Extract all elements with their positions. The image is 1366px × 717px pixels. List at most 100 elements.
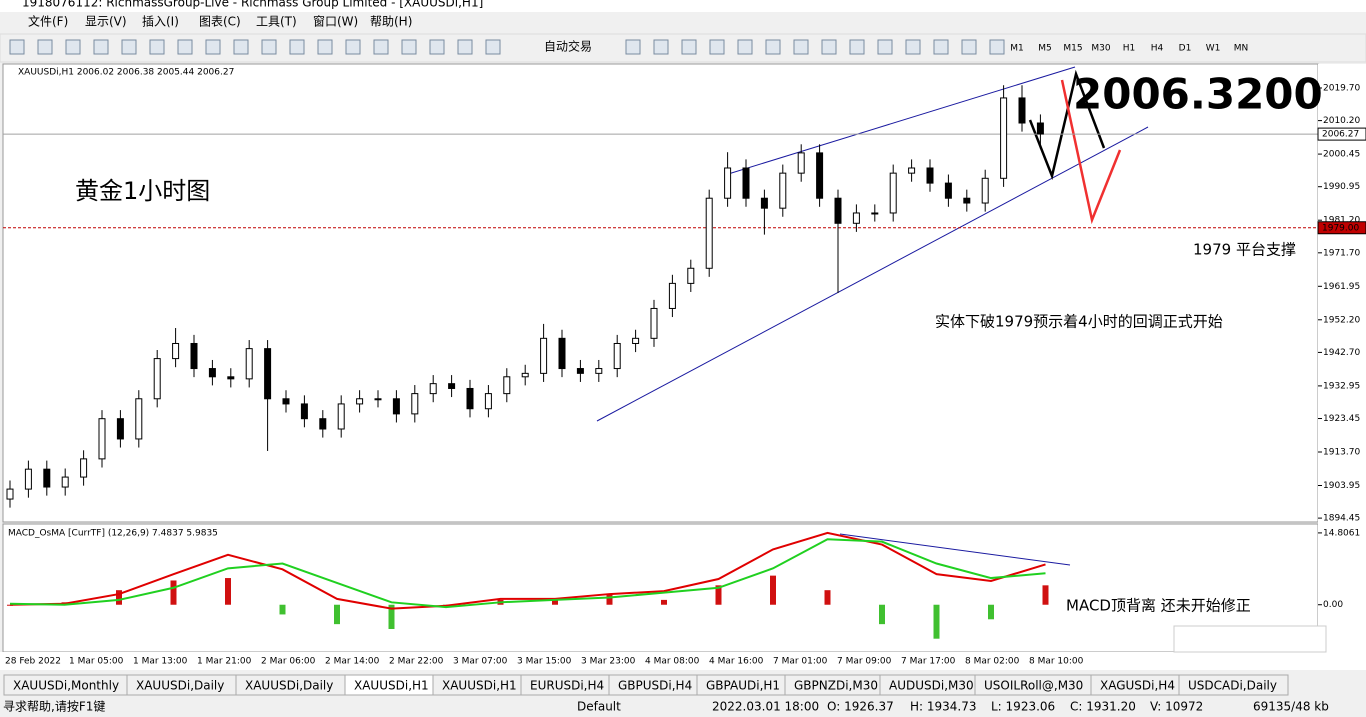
tool-icon[interactable] [737, 39, 753, 55]
tool-icon[interactable] [177, 39, 193, 55]
x-tick-label: 8 Mar 10:00 [1029, 657, 1084, 667]
chart-tab-label[interactable]: AUDUSDi,M30 [889, 679, 974, 693]
x-tick-label: 4 Mar 08:00 [645, 657, 700, 667]
tool-icon[interactable] [905, 39, 921, 55]
tool-icon[interactable] [65, 39, 81, 55]
menu-item[interactable]: 窗口(W) [313, 15, 358, 29]
tool-icon[interactable] [793, 39, 809, 55]
tool-icon[interactable] [849, 39, 865, 55]
y-tick-label: 0.00 [1323, 600, 1343, 610]
chart-tab-label[interactable]: XAUUSDi,Daily [245, 679, 333, 693]
y-tick-label: 1894.45 [1323, 514, 1360, 524]
tool-icon[interactable] [317, 39, 333, 55]
chart-tab-label[interactable]: XAUUSDi,Monthly [13, 679, 119, 693]
menu-item[interactable]: 插入(I) [142, 15, 179, 29]
timeframe-button[interactable]: MN [1234, 44, 1249, 54]
candle-body [356, 398, 364, 405]
candle-body [760, 197, 768, 209]
osma-bar [770, 575, 776, 605]
tool-icon[interactable] [989, 39, 1005, 55]
tool-icon[interactable] [429, 39, 445, 55]
timeframe-button[interactable]: M5 [1038, 44, 1052, 54]
chart-tab-label[interactable]: XAUUSDi,H1 [354, 679, 429, 693]
tool-icon[interactable] [121, 39, 137, 55]
timeframe-button[interactable]: M30 [1091, 44, 1110, 54]
tool-icon[interactable] [653, 39, 669, 55]
tool-icon[interactable] [625, 39, 641, 55]
candle-body [98, 418, 106, 460]
price-tag [1317, 221, 1366, 235]
status-field: O: 1926.37 [827, 700, 894, 714]
arrow-path [1028, 69, 1106, 181]
tool-icon[interactable] [261, 39, 277, 55]
tool-icon[interactable] [37, 39, 53, 55]
tool-icon[interactable] [345, 39, 361, 55]
macd-panel [2, 523, 1319, 653]
candle-body [1000, 97, 1008, 179]
chart-tab-label[interactable]: USOILRoll@,M30 [984, 679, 1083, 693]
tool-icon[interactable] [205, 39, 221, 55]
chart-tab-label[interactable]: EURUSDi,H4 [530, 679, 604, 693]
tool-icon[interactable] [373, 39, 389, 55]
chart-tab-label[interactable]: GBPAUDi,H1 [706, 679, 780, 693]
tool-icon[interactable] [457, 39, 473, 55]
trendline [596, 126, 1149, 422]
chart-tab-label[interactable]: GBPNZDi,M30 [794, 679, 878, 693]
timeframe-button[interactable]: M1 [1010, 44, 1024, 54]
tool-icon[interactable] [933, 39, 949, 55]
menu-item[interactable]: 文件(F) [28, 14, 68, 29]
candle-body [650, 307, 658, 339]
x-tick-label: 1 Mar 21:00 [197, 657, 252, 667]
tool-icon[interactable] [485, 39, 501, 55]
chart-tab-label[interactable]: XAGUSDi,H4 [1100, 679, 1175, 693]
x-tick-label: 3 Mar 23:00 [581, 657, 636, 667]
tool-icon[interactable] [401, 39, 417, 55]
candle-body [282, 398, 290, 405]
chart-tab[interactable] [1178, 674, 1289, 696]
status-field: 69135/48 kb [1253, 700, 1329, 714]
candle-body [963, 197, 971, 204]
x-tick-label: 4 Mar 16:00 [709, 657, 764, 667]
candle-body [595, 368, 603, 374]
menu-item[interactable]: 工具(T) [256, 15, 297, 29]
x-tick-label: 7 Mar 17:00 [901, 657, 956, 667]
chart-tab-label[interactable]: GBPUSDi,H4 [618, 679, 692, 693]
tool-icon[interactable] [681, 39, 697, 55]
tool-icon[interactable] [961, 39, 977, 55]
candle-body [908, 167, 916, 174]
timeframe-button[interactable]: H4 [1151, 44, 1164, 54]
timeframe-button[interactable]: D1 [1179, 44, 1192, 54]
tool-icon[interactable] [877, 39, 893, 55]
timeframe-button[interactable]: W1 [1206, 44, 1221, 54]
tool-icon[interactable] [821, 39, 837, 55]
y-tick-label: 2019.70 [1323, 83, 1360, 93]
osma-bar [225, 578, 231, 605]
tool-icon[interactable] [149, 39, 165, 55]
annotation: 1979 平台支撑 [1193, 241, 1296, 259]
tool-icon[interactable] [93, 39, 109, 55]
menu-item[interactable]: 帮助(H) [370, 15, 412, 29]
tool-icon[interactable] [289, 39, 305, 55]
chart-tab-label[interactable]: XAUUSDi,H1 [442, 679, 517, 693]
tool-icon[interactable] [9, 39, 25, 55]
time-axis [0, 652, 1366, 670]
candle-body [153, 358, 161, 400]
tool-icon[interactable] [765, 39, 781, 55]
menu-item[interactable]: 显示(V) [85, 15, 127, 29]
x-tick-label: 1 Mar 13:00 [133, 657, 188, 667]
candle-body [6, 488, 14, 500]
tool-icon[interactable] [233, 39, 249, 55]
candle-body [300, 403, 308, 420]
menu-item[interactable]: 图表(C) [199, 15, 241, 29]
chart-tab-label[interactable]: USDCADi,Daily [1188, 679, 1277, 693]
x-tick-label: 7 Mar 01:00 [773, 657, 828, 667]
status-field: L: 1923.06 [991, 700, 1055, 714]
timeframe-button[interactable]: M15 [1063, 44, 1082, 54]
price-axis [1318, 64, 1366, 654]
timeframe-button[interactable]: H1 [1123, 44, 1136, 54]
chart-tab-label[interactable]: XAUUSDi,Daily [136, 679, 224, 693]
candle-body [576, 368, 584, 374]
tool-icon[interactable] [709, 39, 725, 55]
osma-bar [279, 604, 286, 615]
autotrade-button[interactable]: 自动交易 [544, 39, 592, 54]
